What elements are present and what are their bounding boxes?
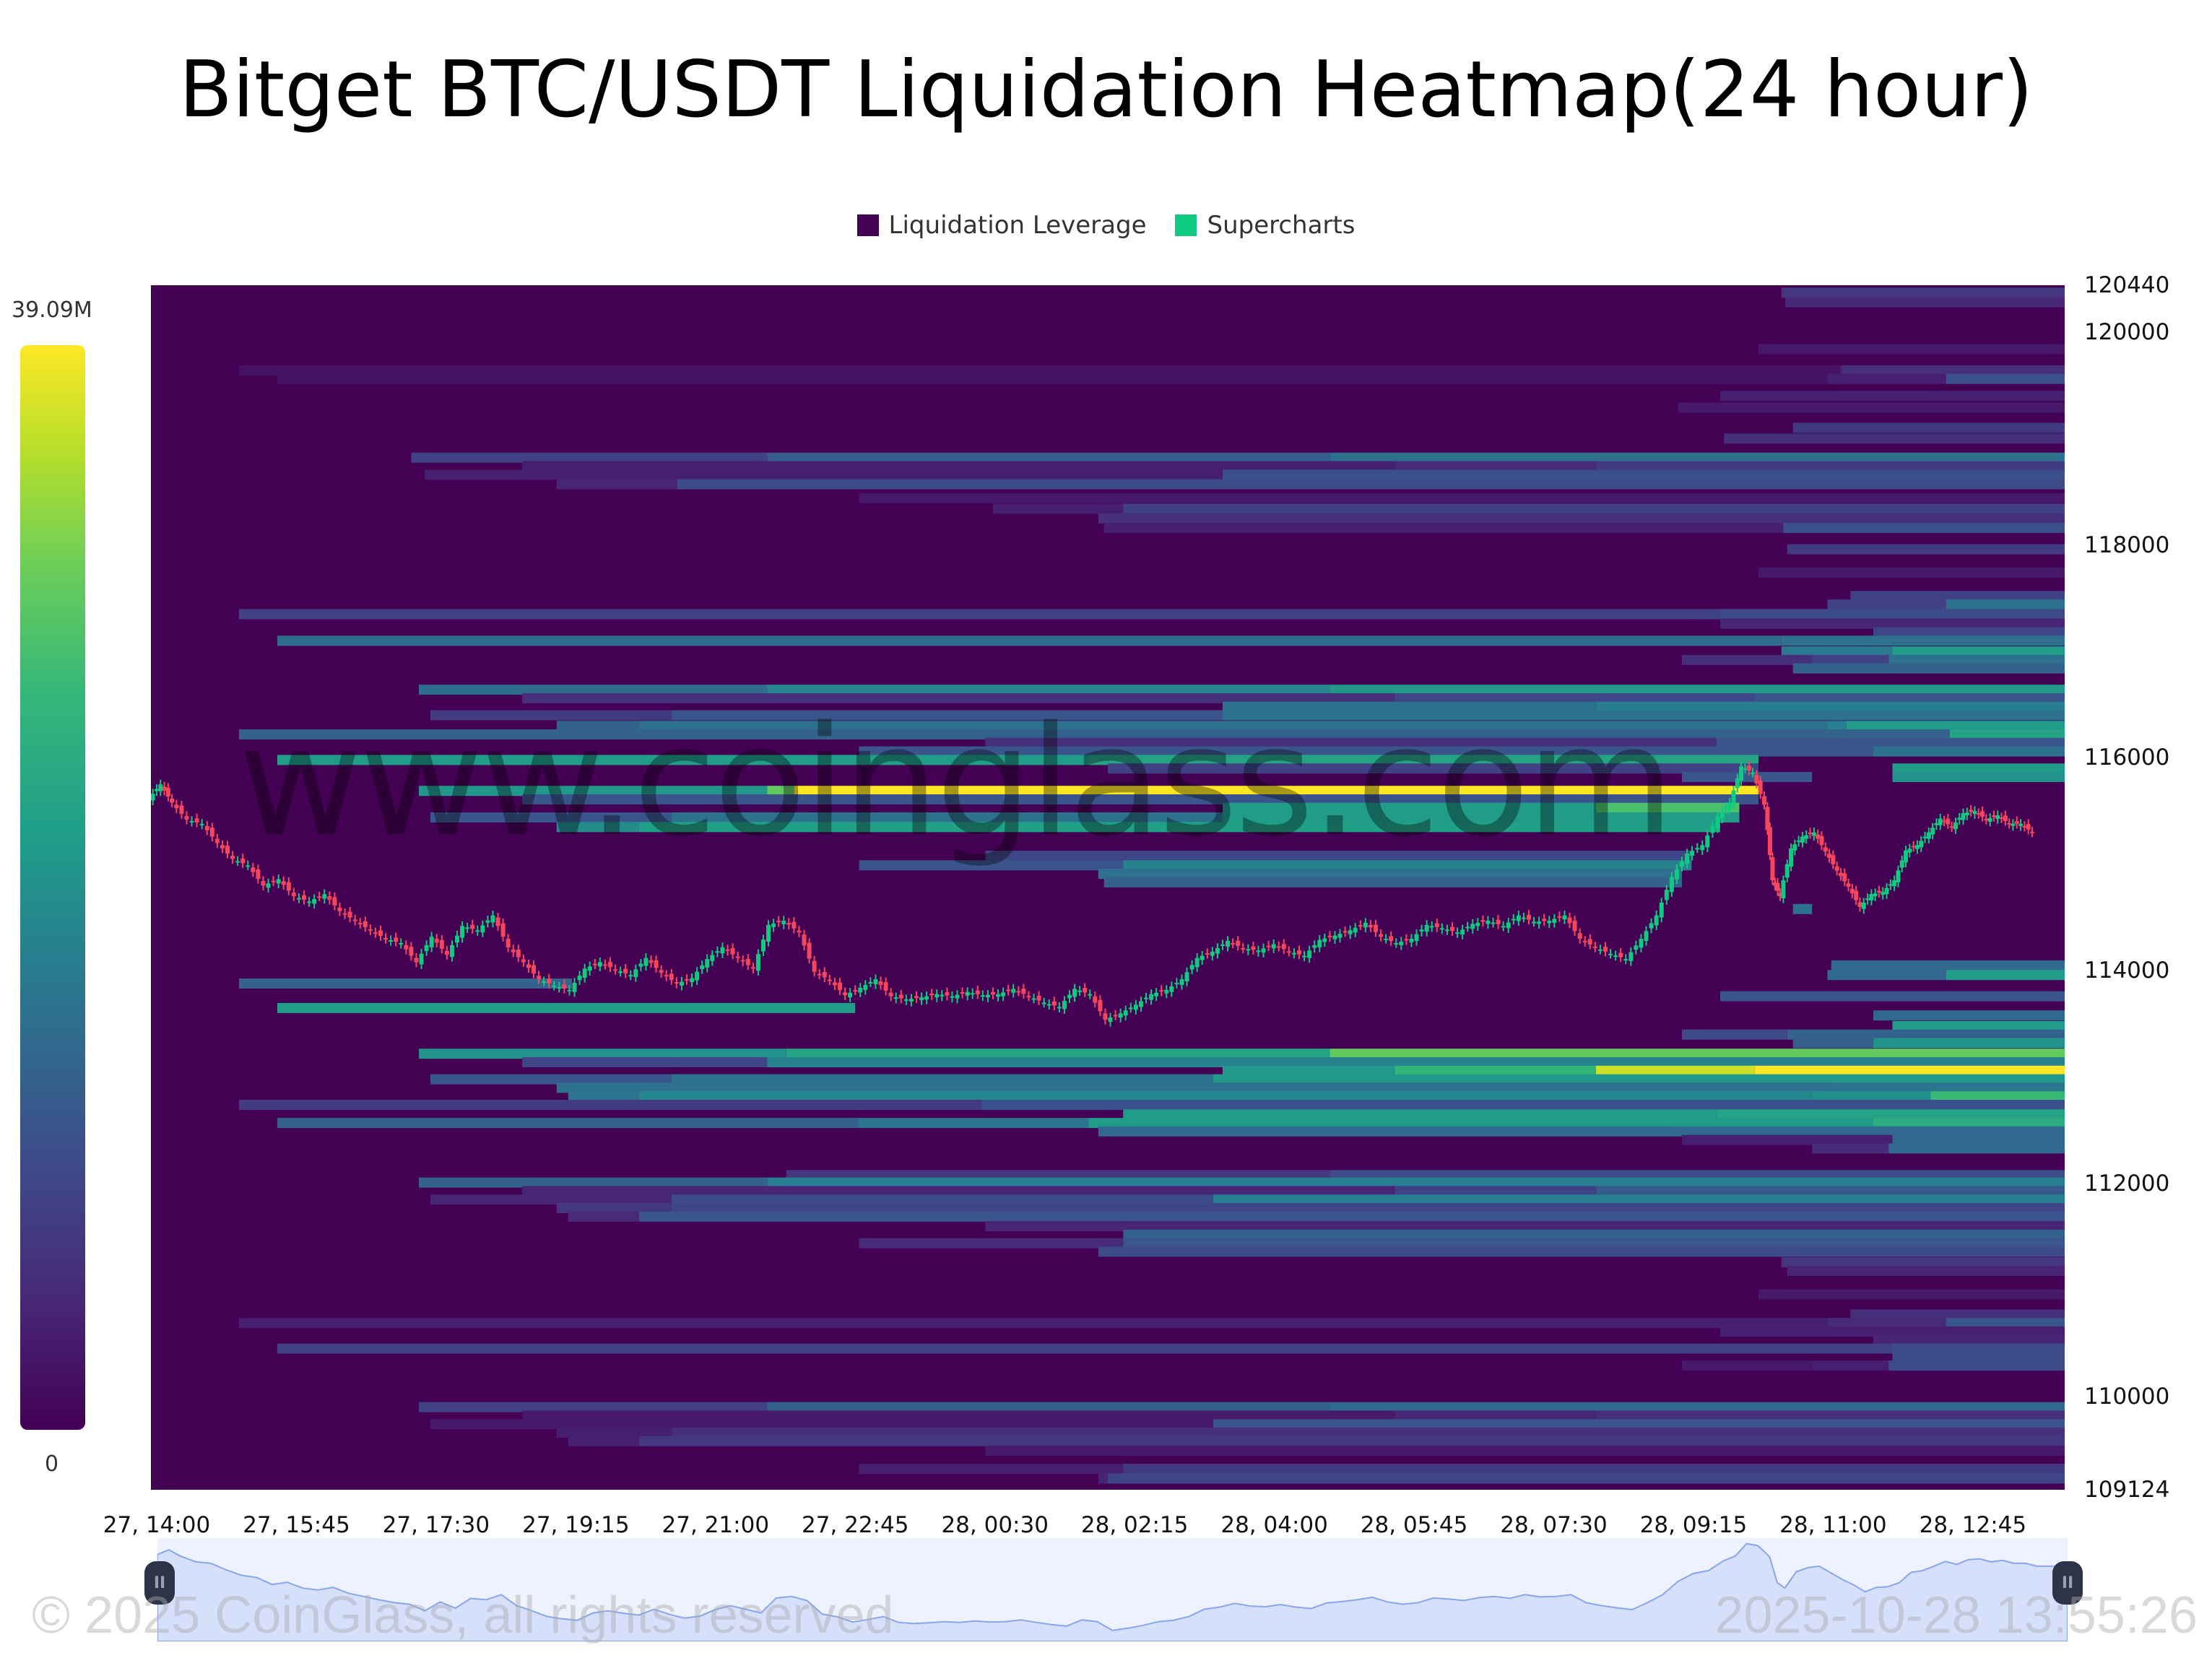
y-axis-tick-label: 110000	[2084, 1383, 2170, 1410]
y-axis-tick-label: 114000	[2084, 958, 2170, 984]
y-axis-tick-label: 116000	[2084, 745, 2170, 771]
copyright-text: © 2025 CoinGlass, all rights reserved	[32, 1587, 894, 1644]
range-navigator[interactable]	[157, 1538, 2068, 1641]
y-axis-tick-label: 118000	[2084, 531, 2170, 558]
timestamp-text: 2025-10-28 13:55:26	[1714, 1587, 2198, 1644]
x-axis-tick-label: 27, 22:45	[802, 1512, 909, 1538]
x-axis-tick-label: 28, 05:45	[1360, 1512, 1468, 1538]
y-axis-tick-label: 112000	[2084, 1171, 2170, 1197]
legend-label: Supercharts	[1207, 211, 1356, 240]
x-axis-tick-label: 27, 15:45	[243, 1512, 350, 1538]
navigator-right-handle[interactable]: II	[2052, 1561, 2083, 1605]
x-axis-tick-label: 28, 00:30	[941, 1512, 1049, 1538]
legend-label: Liquidation Leverage	[888, 211, 1147, 240]
navigator-price-area	[157, 1542, 2068, 1641]
x-axis-tick-label: 28, 07:30	[1500, 1512, 1608, 1538]
grip-icon: II	[2061, 1574, 2074, 1592]
heatmap-plot-area[interactable]	[151, 285, 2065, 1490]
y-axis-tick-label: 109124	[2084, 1477, 2170, 1503]
x-axis-tick-label: 27, 14:00	[103, 1512, 211, 1538]
navigator-left-handle[interactable]: II	[144, 1561, 175, 1605]
colorbar-max-label: 39.09M	[12, 298, 92, 323]
x-axis-tick-label: 27, 17:30	[382, 1512, 490, 1538]
legend-item-supercharts[interactable]: Supercharts	[1175, 211, 1355, 240]
candlestick-series	[151, 760, 2034, 1027]
y-axis-tick-label: 120000	[2084, 318, 2170, 345]
chart-title: Bitget BTC/USDT Liquidation Heatmap(24 h…	[178, 45, 2034, 135]
legend: Liquidation Leverage Supercharts	[0, 211, 2212, 240]
legend-item-liquidation-leverage[interactable]: Liquidation Leverage	[856, 211, 1147, 240]
x-axis-tick-label: 28, 11:00	[1779, 1512, 1887, 1538]
colorbar-min-label: 0	[45, 1451, 59, 1477]
x-axis-tick-label: 27, 19:15	[522, 1512, 630, 1538]
x-axis-tick-label: 27, 21:00	[662, 1512, 770, 1538]
x-axis-tick-label: 28, 04:00	[1220, 1512, 1328, 1538]
legend-swatch-icon	[856, 214, 879, 236]
heatmap-bands	[238, 287, 2065, 1484]
legend-swatch-icon	[1175, 214, 1197, 236]
x-axis-tick-label: 28, 09:15	[1639, 1512, 1748, 1538]
y-axis-tick-label: 120440	[2084, 272, 2170, 298]
grip-icon: II	[153, 1574, 166, 1592]
x-axis-tick-label: 28, 12:45	[1919, 1512, 2027, 1538]
x-axis-tick-label: 28, 02:15	[1080, 1512, 1189, 1538]
colorbar[interactable]	[20, 345, 85, 1430]
